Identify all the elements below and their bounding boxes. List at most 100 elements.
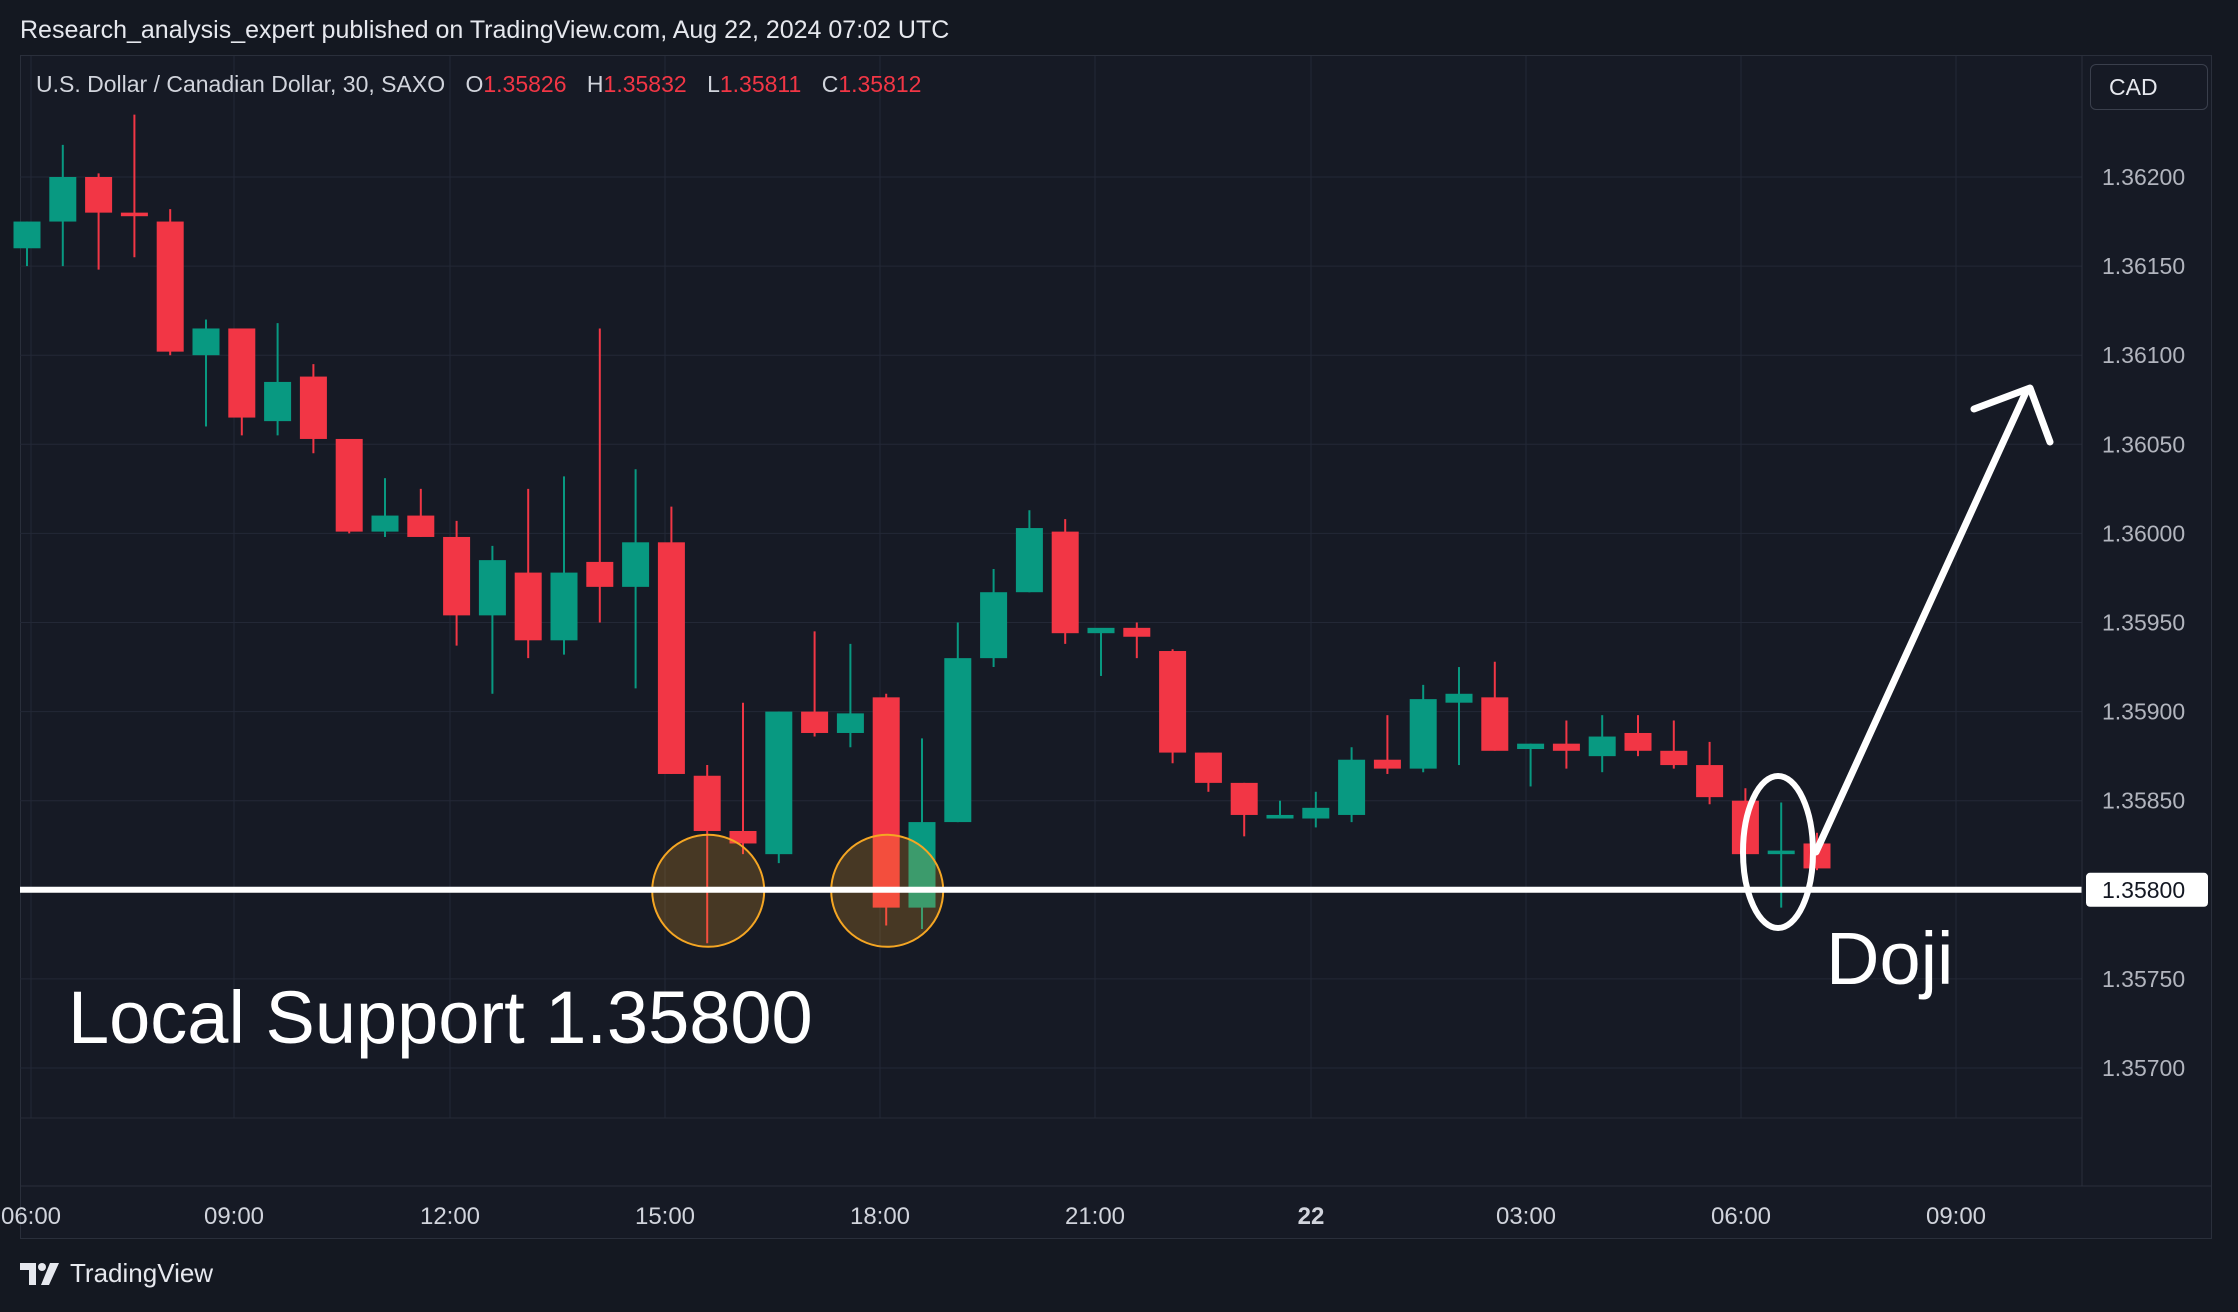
tradingview-logo-icon (20, 1262, 59, 1285)
symbol-title[interactable]: U.S. Dollar / Canadian Dollar, 30, SAXO (36, 71, 446, 97)
price-tick-label: 1.35750 (2102, 966, 2185, 992)
chart-frame (20, 55, 2212, 1239)
candle-body (1302, 807, 1330, 819)
candle-body (1230, 782, 1258, 815)
high-label: H (586, 71, 604, 97)
annotations: Local Support 1.35800 Doji (20, 384, 2082, 1059)
candle-body (1552, 743, 1580, 751)
candle-body (335, 438, 363, 532)
candle-body (264, 381, 292, 422)
candle (1624, 715, 1652, 757)
candle-body (1266, 814, 1294, 819)
candle-body (299, 376, 327, 439)
candle (1015, 510, 1043, 593)
candle (49, 144, 77, 267)
candle (1302, 791, 1330, 828)
price-tick-label: 1.36150 (2102, 253, 2185, 279)
price-tick-label: 1.36100 (2102, 342, 2185, 368)
support-price-badge (2086, 872, 2208, 907)
candle (1373, 715, 1401, 774)
price-axis[interactable]: 1.36200 1.36150 1.36100 1.36050 1.36000 1.359… (2081, 56, 2208, 1186)
candle (264, 323, 292, 436)
candle-body (478, 560, 506, 616)
candle-body (156, 221, 184, 352)
close-label: C (821, 71, 839, 97)
candle-body (1696, 765, 1724, 798)
candle-body (514, 572, 542, 641)
support-label: Local Support 1.35800 (68, 976, 813, 1059)
tradingview-brand: TradingView (70, 1258, 214, 1288)
candle (657, 506, 685, 774)
candle-body (1194, 752, 1222, 783)
candle (1517, 743, 1545, 787)
time-tick-label: 12:00 (420, 1203, 480, 1230)
low-label: L (707, 71, 720, 97)
candle (1230, 782, 1258, 837)
price-tick-label: 1.35700 (2102, 1055, 2185, 1081)
close-value: 1.35812 (838, 71, 922, 97)
candle (622, 469, 650, 689)
candle (85, 173, 113, 270)
doji-label: Doji (1826, 917, 1953, 1000)
support-price-label: 1.35800 (2102, 877, 2185, 903)
candle (980, 569, 1008, 668)
currency-button[interactable]: CAD (2090, 64, 2208, 110)
time-tick-label: 03:00 (1496, 1203, 1556, 1230)
price-tick-label: 1.35900 (2102, 699, 2185, 725)
candle-body (1409, 699, 1437, 769)
time-tick-label: 06:00 (1, 1203, 61, 1230)
bullish-arrow (1812, 388, 2030, 856)
candle-body (1588, 736, 1616, 757)
candle-body (192, 328, 220, 356)
candle (192, 319, 220, 427)
candle-body (657, 542, 685, 774)
candle-body (980, 592, 1008, 659)
candle-body (729, 830, 757, 844)
high-value: 1.35832 (603, 71, 687, 97)
candle-body (1015, 528, 1043, 593)
time-tick-label: 15:00 (635, 1203, 695, 1230)
candle (1409, 684, 1437, 773)
candle (371, 478, 399, 537)
candle (1266, 800, 1294, 819)
candle-body (1445, 693, 1473, 703)
time-axis[interactable]: 06:00 09:00 12:00 15:00 18:00 21:00 22 03:00 06:… (1, 1203, 1986, 1230)
candle-body (13, 221, 41, 249)
price-tick-label: 1.36050 (2102, 431, 2185, 457)
candle (1338, 747, 1366, 823)
candle (1481, 661, 1509, 751)
candle (765, 711, 793, 864)
price-tick-label: 1.35850 (2102, 788, 2185, 814)
candle (156, 209, 184, 356)
grid-lines (20, 56, 2212, 1187)
candle-body (1087, 627, 1115, 634)
candle-body (1767, 850, 1795, 855)
time-tick-label: 09:00 (1926, 1203, 1986, 1230)
candle (1194, 752, 1222, 792)
candle (1552, 720, 1580, 769)
candle-body (1624, 732, 1652, 751)
candle (478, 545, 506, 694)
time-tick-label: 22 (1298, 1203, 1325, 1230)
candle-body (1373, 759, 1401, 769)
candle-body (550, 572, 578, 641)
candle (120, 114, 148, 258)
bullish-arrow-head (1970, 384, 2054, 446)
price-tick-label: 1.36200 (2102, 164, 2185, 190)
open-label: O (465, 71, 484, 97)
candle (335, 438, 363, 534)
candle (407, 488, 435, 537)
candle-body (1338, 759, 1366, 815)
candle-body (371, 515, 399, 532)
time-tick-label: 18:00 (850, 1203, 910, 1230)
candle-body (1517, 743, 1545, 750)
candle (908, 738, 936, 930)
open-value: 1.35826 (483, 71, 567, 97)
candle (1696, 741, 1724, 805)
candle-body (49, 177, 77, 222)
candle (1051, 519, 1079, 644)
candle (729, 702, 757, 855)
candle-body (693, 775, 721, 831)
candle (514, 488, 542, 659)
